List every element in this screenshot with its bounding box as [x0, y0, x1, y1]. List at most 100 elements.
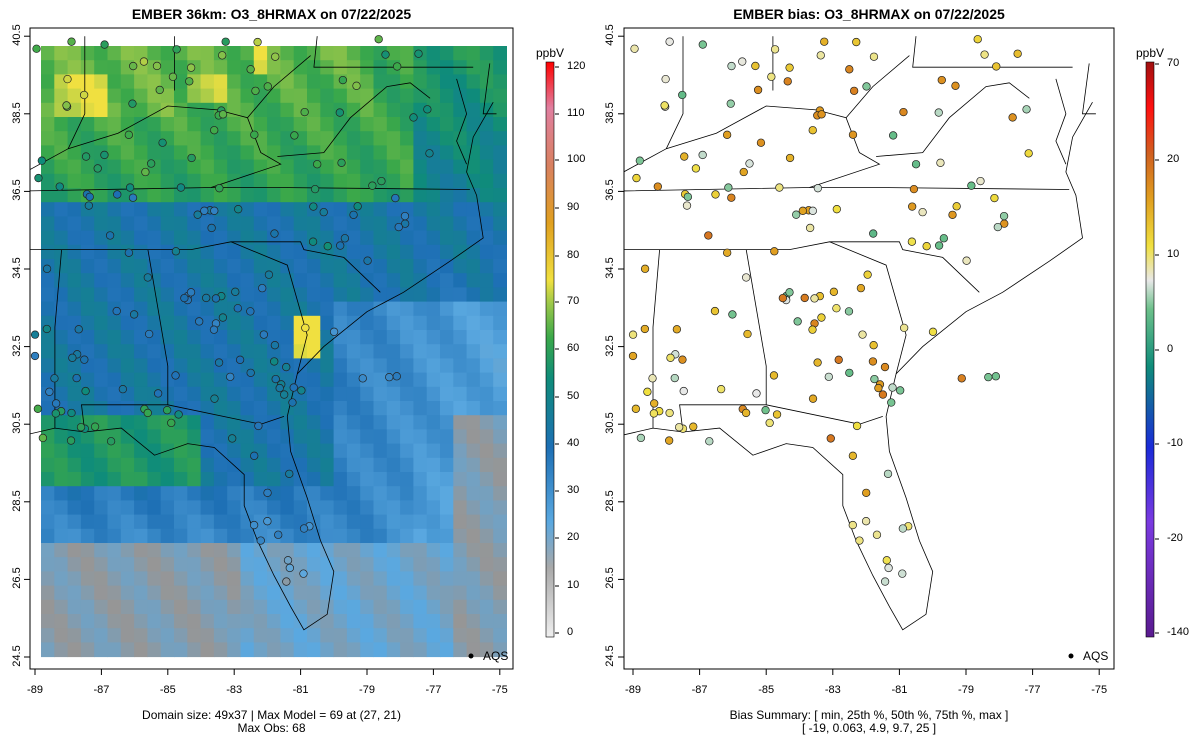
bias-point — [792, 210, 801, 219]
model-grid-cell — [67, 145, 82, 161]
model-grid-cell — [386, 415, 401, 430]
state-boundary — [652, 249, 660, 429]
model-grid-cell — [200, 358, 215, 374]
model-grid-cell — [400, 188, 414, 203]
observation-point — [171, 247, 181, 256]
model-grid-cell — [333, 585, 348, 601]
model-grid-cell — [400, 145, 414, 161]
model-grid-cell — [386, 102, 401, 118]
x-tick-label: -83 — [824, 684, 841, 696]
model-grid-cell — [227, 642, 241, 658]
model-grid-cell — [386, 642, 401, 658]
model-grid-cell — [413, 571, 428, 587]
model-grid-cell — [479, 60, 494, 75]
bias-point — [845, 65, 854, 74]
model-grid-cell — [373, 614, 388, 629]
model-grid-cell — [453, 557, 468, 572]
model-grid-cell — [253, 315, 268, 331]
model-grid-cell — [160, 571, 175, 587]
bias-point — [793, 317, 802, 326]
model-grid-cell — [94, 457, 108, 473]
model-grid-cell — [293, 372, 308, 388]
y-tick-label: 40.5 — [11, 24, 23, 46]
model-grid-cell — [373, 88, 388, 104]
model-grid-cell — [360, 628, 374, 643]
model-grid-cell — [174, 330, 188, 345]
x-tick-label: -79 — [958, 684, 974, 696]
model-grid-cell — [67, 386, 82, 402]
bias-point — [798, 206, 807, 215]
y-tick-label: 24.5 — [11, 645, 23, 667]
model-grid-cell — [453, 46, 468, 61]
observation-point — [187, 153, 196, 163]
model-grid-cell — [453, 543, 468, 558]
model-grid-cell — [453, 131, 468, 146]
model-grid-cell — [187, 599, 202, 615]
model-grid-cell — [120, 358, 135, 374]
model-grid-cell — [386, 159, 401, 175]
model-grid-cell — [373, 500, 388, 516]
model-grid-cell — [94, 46, 108, 61]
model-grid-cell — [41, 74, 55, 90]
bias-point — [808, 325, 817, 334]
model-grid-cell — [386, 472, 401, 487]
model-grid-cell — [440, 46, 454, 61]
model-grid-cell — [240, 401, 255, 416]
model-grid-cell — [80, 500, 95, 516]
model-grid-cell — [147, 372, 162, 388]
model-grid-cell — [346, 372, 361, 388]
model-grid-cell — [307, 173, 321, 189]
model-grid-cell — [479, 401, 494, 416]
state-boundary — [845, 55, 910, 118]
model-grid-cell — [160, 60, 175, 75]
bias-point — [898, 524, 908, 533]
model-grid-cell — [41, 543, 55, 558]
bias-point — [756, 138, 766, 147]
model-grid-cell — [400, 514, 414, 530]
bias-point — [889, 131, 898, 140]
observation-point — [93, 164, 102, 173]
model-grid-cell — [134, 131, 148, 146]
model-grid-cell — [120, 344, 135, 359]
model-grid-cell — [134, 244, 148, 260]
x-tick-label: -75 — [1091, 684, 1108, 696]
model-grid-cell — [346, 557, 361, 572]
model-grid-cell — [413, 301, 428, 317]
bias-point — [872, 530, 882, 539]
model-grid-cell — [134, 74, 148, 90]
bias-point — [880, 577, 890, 586]
model-grid-cell — [293, 330, 308, 345]
model-grid-cell — [320, 344, 335, 359]
model-grid-cell — [373, 159, 388, 175]
model-grid-cell — [134, 614, 148, 629]
model-grid-cell — [493, 74, 507, 90]
model-grid-cell — [253, 344, 268, 359]
model-grid-cell — [227, 614, 241, 629]
observation-point — [233, 304, 242, 313]
model-grid-cell — [466, 415, 481, 430]
model-grid-cell — [386, 74, 401, 90]
model-grid-cell — [253, 585, 268, 601]
model-grid-cell — [386, 358, 401, 374]
model-grid-cell — [227, 145, 241, 161]
model-grid-cell — [213, 401, 228, 416]
state-boundary — [30, 102, 494, 631]
model-grid-cell — [240, 557, 255, 572]
model-grid-cell — [107, 88, 122, 104]
model-grid-cell — [67, 60, 82, 75]
model-grid-cell — [333, 88, 348, 104]
model-grid-cell — [213, 628, 228, 643]
observation-point — [414, 49, 423, 58]
model-grid-cell — [54, 230, 69, 246]
model-grid-cell — [107, 514, 122, 530]
model-grid-cell — [213, 642, 228, 658]
model-grid-cell — [320, 117, 335, 132]
model-grid-cell — [440, 330, 454, 345]
model-grid-cell — [200, 259, 215, 274]
observation-point — [193, 210, 202, 219]
observation-point — [270, 341, 280, 350]
observation-point — [180, 293, 189, 303]
model-grid-cell — [479, 301, 494, 317]
model-grid-cell — [426, 88, 441, 104]
left-colorbar-unit: ppbV — [536, 46, 565, 60]
